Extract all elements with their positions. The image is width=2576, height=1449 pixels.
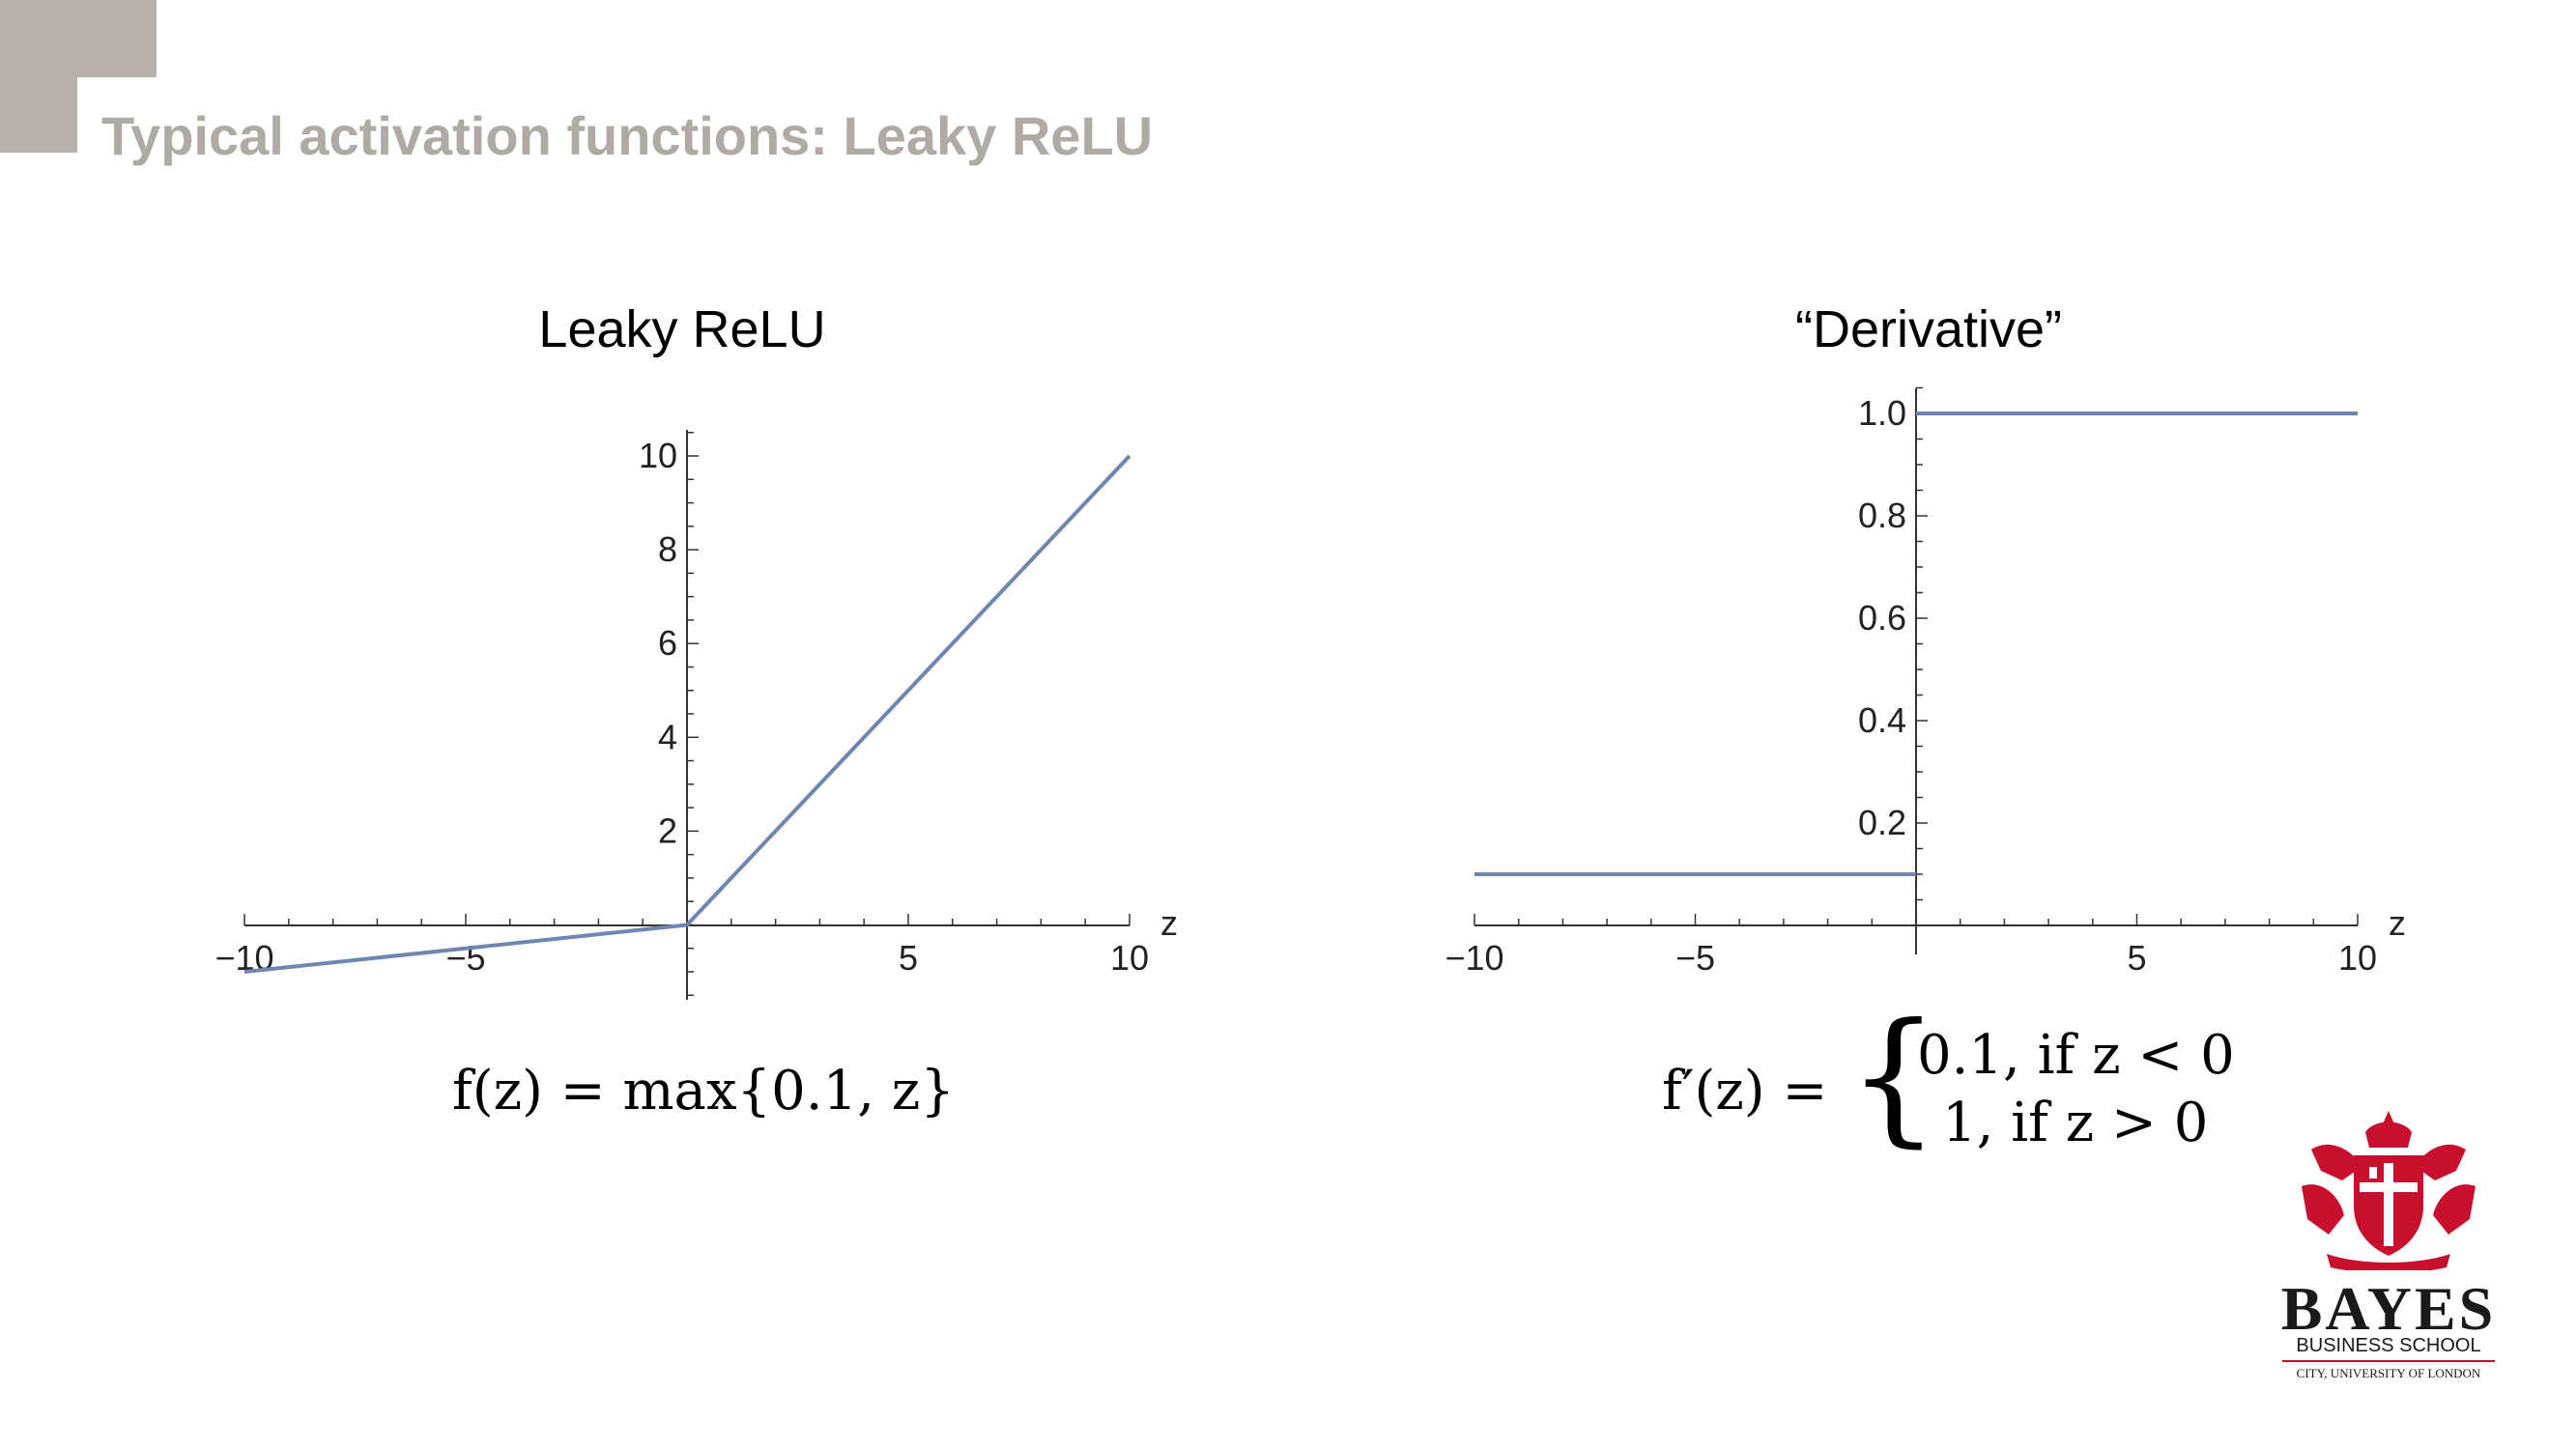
logo-university: CITY, UNIVERSITY OF LONDON <box>2296 1366 2481 1380</box>
leaky-relu-x-tick-label: 10 <box>1110 938 1149 978</box>
leaky-relu-y-tick-label: 10 <box>639 436 677 475</box>
derivative-case-positive: 1, if z > 0 <box>1942 1092 2209 1154</box>
derivative-y-tick-label: 0.8 <box>1858 496 1906 535</box>
logo-name: BAYES <box>2280 1274 2497 1343</box>
leaky-relu-formula: f(z) = max{0.1, z} <box>452 1060 955 1122</box>
derivative-x-tick-label: −10 <box>1445 938 1503 978</box>
derivative-y-tick-label: 1.0 <box>1858 393 1906 433</box>
derivative-y-tick-label: 0.2 <box>1858 803 1906 842</box>
leaky-relu-y-tick-label: 2 <box>658 810 677 850</box>
leaky-relu-x-tick-label: 5 <box>899 938 918 978</box>
bayes-crest-icon <box>2302 1111 2476 1273</box>
leaky-relu-y-tick-label: 8 <box>658 529 677 569</box>
derivative-y-tick-label: 0.4 <box>1858 700 1906 740</box>
leaky-relu-x-axis-label: z <box>1160 903 1178 943</box>
leaky-relu-y-tick-label: 4 <box>658 717 677 756</box>
derivative-x-tick-label: 10 <box>2338 938 2377 978</box>
logo-divider <box>2282 1360 2495 1362</box>
chart-title-leaky-relu: Leaky ReLU <box>538 300 826 358</box>
bayes-logo: BAYES BUSINESS SCHOOL CITY, UNIVERSITY O… <box>2273 1111 2504 1381</box>
piecewise-brace: { <box>1847 993 1940 1161</box>
corner-decoration-left <box>0 77 77 153</box>
derivative-x-tick-label: 5 <box>2127 938 2146 978</box>
chart-title-derivative: “Derivative” <box>1794 300 2063 358</box>
derivative-case-negative: 0.1, if z < 0 <box>1917 1024 2235 1087</box>
leaky-relu-y-tick-label: 6 <box>658 623 677 663</box>
derivative-y-tick-label: 0.6 <box>1858 598 1906 638</box>
logo-subtitle: BUSINESS SCHOOL <box>2296 1335 2481 1356</box>
corner-decoration-top <box>0 0 157 77</box>
derivative-x-axis-label: z <box>2389 903 2406 943</box>
leaky-relu-series-line <box>243 454 1131 974</box>
derivative-formula-lhs: f′(z) = <box>1662 1060 1828 1122</box>
slide-title: Typical activation functions: Leaky ReLU <box>101 105 1154 166</box>
leaky-relu-x-tick-label: −5 <box>445 938 485 978</box>
derivative-x-tick-label: −5 <box>1675 938 1715 978</box>
